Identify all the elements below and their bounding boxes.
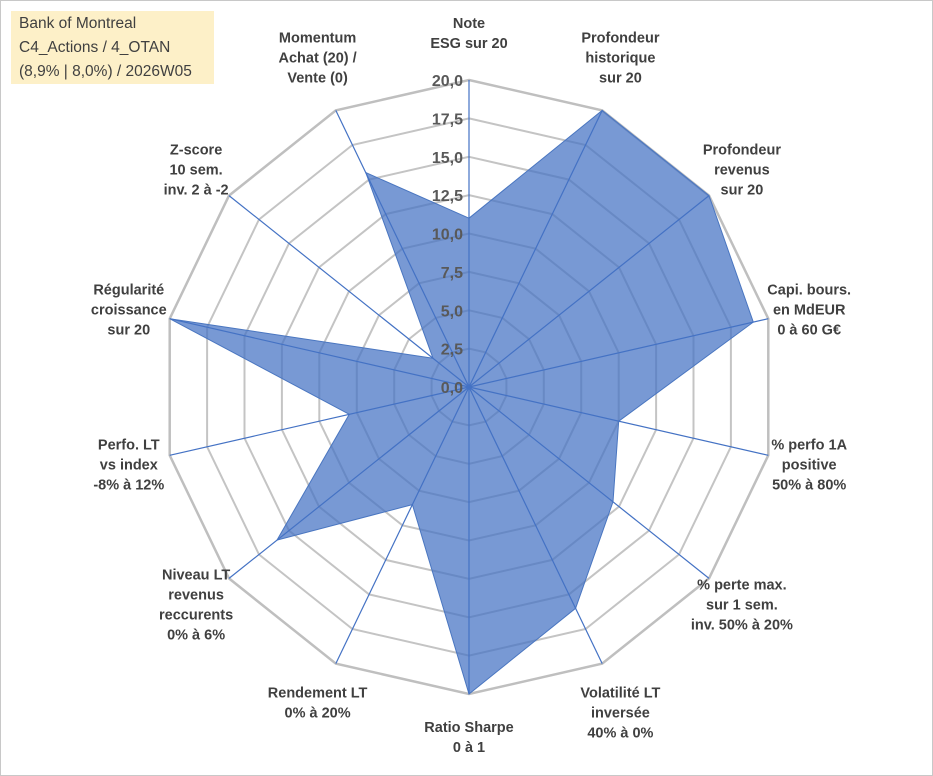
axis-label-line: en MdEUR <box>773 302 846 318</box>
axis-label: Profondeur historique sur 20 <box>581 31 659 87</box>
axis-label-line: Volatilité LT <box>580 685 660 701</box>
axis-label-line: 0% à 6% <box>167 628 225 644</box>
axis-spoke <box>468 318 769 388</box>
axis-label: Perfo. LT vs index -8% à 12% <box>93 438 164 494</box>
axis-label-line: sur 20 <box>107 322 150 338</box>
axis-label-line: ESG sur 20 <box>430 36 507 52</box>
axis-label-line: Note <box>453 16 485 32</box>
axis-label: Z-score 10 sem. inv. 2 à -2 <box>164 142 229 198</box>
axis-label: Niveau LT revenus reccurents 0% à 6% <box>159 568 233 644</box>
axis-label-line: sur 1 sem. <box>706 598 778 614</box>
axis-label-line: inversée <box>591 705 650 721</box>
axis-label: Volatilité LT inversée 40% à 0% <box>580 685 660 741</box>
axis-label-line: Profondeur <box>581 31 659 47</box>
tick-label: 15,0 <box>432 150 463 167</box>
axis-label-line: Perfo. LT <box>98 438 160 454</box>
axis-label: % perfo 1A positive 50% à 80% <box>771 438 847 494</box>
axis-label: Capi. bours. en MdEUR 0 à 60 G€ <box>767 282 851 338</box>
axis-label: Profondeur revenus sur 20 <box>703 142 781 198</box>
tick-label: 10,0 <box>432 227 463 244</box>
axis-spoke <box>228 195 470 388</box>
axis-spoke <box>335 386 470 664</box>
axis-spoke <box>468 195 710 388</box>
axis-label-line: 50% à 80% <box>772 478 846 494</box>
axis-spoke <box>228 386 470 579</box>
axis-label-line: positive <box>782 458 837 474</box>
axis-label-line: 0 à 60 G€ <box>777 322 841 338</box>
axis-spoke <box>169 386 470 456</box>
title-line-2: C4_Actions / 4_OTAN <box>19 39 171 56</box>
axis-spoke <box>468 386 769 456</box>
tick-label: 12,5 <box>432 188 463 205</box>
axis-label: % perte max. sur 1 sem. inv. 50% à 20% <box>691 578 793 634</box>
axis-label-line: Vente (0) <box>287 71 348 87</box>
radar-axis-labels: Note ESG sur 20 Profondeur historique sur 20… <box>91 16 851 756</box>
axis-label-line: reccurents <box>159 608 233 624</box>
axis-label-line: Achat (20) / <box>279 51 357 67</box>
axis-label-line: Z-score <box>170 142 222 158</box>
axis-label-line: Ratio Sharpe <box>424 720 513 736</box>
tick-label: 17,5 <box>432 111 463 128</box>
axis-label-line: 0% à 20% <box>285 705 351 721</box>
axis-label-line: Niveau LT <box>162 568 230 584</box>
axis-label-line: Capi. bours. <box>767 282 851 298</box>
radar-tick-labels: 0,0 2,5 5,0 7,5 10,0 12,5 15,0 17,5 20,0 <box>432 73 463 397</box>
axis-label-line: inv. 50% à 20% <box>691 618 793 634</box>
axis-label-line: vs index <box>100 458 158 474</box>
axis-spoke <box>468 386 603 664</box>
axis-label-line: inv. 2 à -2 <box>164 182 229 198</box>
axis-label-line: sur 20 <box>721 182 764 198</box>
tick-label: 0,0 <box>441 380 463 397</box>
axis-label: Ratio Sharpe 0 à 1 <box>424 720 513 756</box>
axis-label-line: 0 à 1 <box>453 740 485 756</box>
axis-label-line: revenus <box>714 162 770 178</box>
axis-label: Rendement LT 0% à 20% <box>268 685 368 721</box>
axis-label: Momentum Achat (20) / Vente (0) <box>279 31 357 87</box>
axis-spoke <box>468 386 710 579</box>
axis-label-line: Régularité <box>93 282 164 298</box>
tick-label: 7,5 <box>441 265 463 282</box>
axis-label-line: % perte max. <box>697 578 786 594</box>
axis-label: Régularité croissance sur 20 <box>91 282 167 338</box>
axis-spoke <box>169 318 470 388</box>
tick-label: 5,0 <box>441 303 463 320</box>
title-line-3: (8,9% | 8,0%) / 2026W05 <box>19 63 192 80</box>
axis-label-line: -8% à 12% <box>93 478 164 494</box>
axis-label-line: 10 sem. <box>169 162 222 178</box>
axis-label-line: historique <box>585 51 655 67</box>
tick-label: 2,5 <box>441 342 463 359</box>
axis-label-line: 40% à 0% <box>587 725 653 741</box>
axis-label: Note ESG sur 20 <box>430 16 507 52</box>
axis-label-line: Momentum <box>279 31 356 47</box>
radar-spokes <box>169 80 769 694</box>
axis-label-line: sur 20 <box>599 71 642 87</box>
chart-title-box: Bank of Montreal C4_Actions / 4_OTAN (8,… <box>11 11 214 84</box>
tick-label: 20,0 <box>432 73 463 90</box>
axis-label-line: Profondeur <box>703 142 781 158</box>
title-line-1: Bank of Montreal <box>19 15 137 32</box>
axis-spoke <box>468 110 603 388</box>
axis-spoke <box>335 110 470 388</box>
axis-label-line: Rendement LT <box>268 685 368 701</box>
axis-label-line: % perfo 1A <box>771 438 847 454</box>
axis-label-line: revenus <box>168 588 224 604</box>
axis-label-line: croissance <box>91 302 167 318</box>
